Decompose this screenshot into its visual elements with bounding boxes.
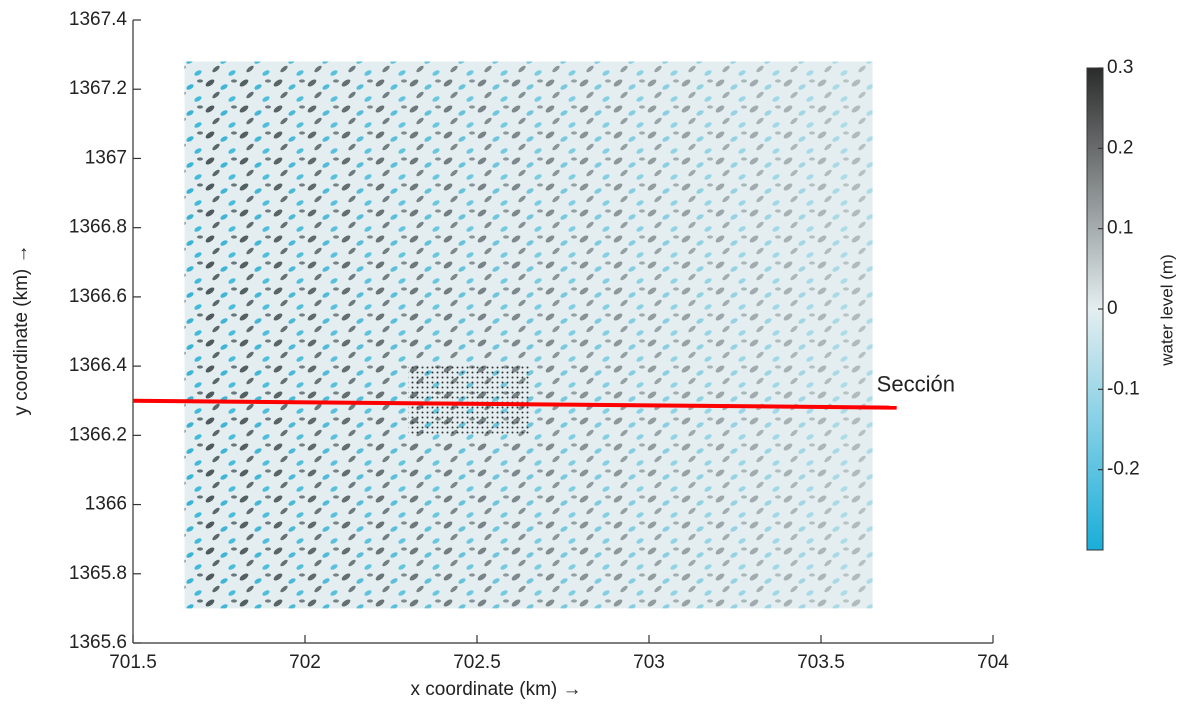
colorbar-label: water level (m) <box>1157 254 1176 366</box>
y-tick-label: 1366.4 <box>69 355 128 376</box>
y-tick-label: 1365.8 <box>69 563 127 584</box>
x-tick-label: 702 <box>289 652 321 673</box>
section-line <box>132 398 897 410</box>
wave-texture <box>184 61 873 609</box>
x-tick-label: 701.5 <box>109 652 157 673</box>
x-tick-label: 702.5 <box>453 652 501 673</box>
section-label: Sección <box>877 371 955 396</box>
x-axis-label: x coordinate (km) → <box>410 679 581 700</box>
colorbar-tick-label: 0.1 <box>1107 218 1133 239</box>
x-tick-label: 703.5 <box>797 652 845 673</box>
y-tick-label: 1366.2 <box>69 424 127 445</box>
y-tick-label: 1366.6 <box>69 286 127 307</box>
image-field <box>184 61 873 609</box>
y-axis-label: y coordinate (km) → <box>11 244 32 415</box>
y-tick-label: 1365.6 <box>69 632 127 653</box>
colorbar-tick-label: 0.2 <box>1107 137 1133 158</box>
colorbar-tick-label: -0.2 <box>1107 459 1140 480</box>
y-tick-label: 1367 <box>85 147 127 168</box>
x-tick-label: 704 <box>977 652 1009 673</box>
colorbar-tick-label: 0.3 <box>1107 57 1133 78</box>
y-tick-label: 1367.4 <box>69 9 128 30</box>
colorbar-tick-label: 0 <box>1107 298 1118 319</box>
x-tick-label: 703 <box>633 652 665 673</box>
y-tick-label: 1366.8 <box>69 217 127 238</box>
y-tick-label: 1367.2 <box>69 78 127 99</box>
colorbar-tick-label: -0.1 <box>1107 378 1140 399</box>
y-tick-label: 1366 <box>85 494 127 515</box>
point-grid <box>408 366 529 436</box>
